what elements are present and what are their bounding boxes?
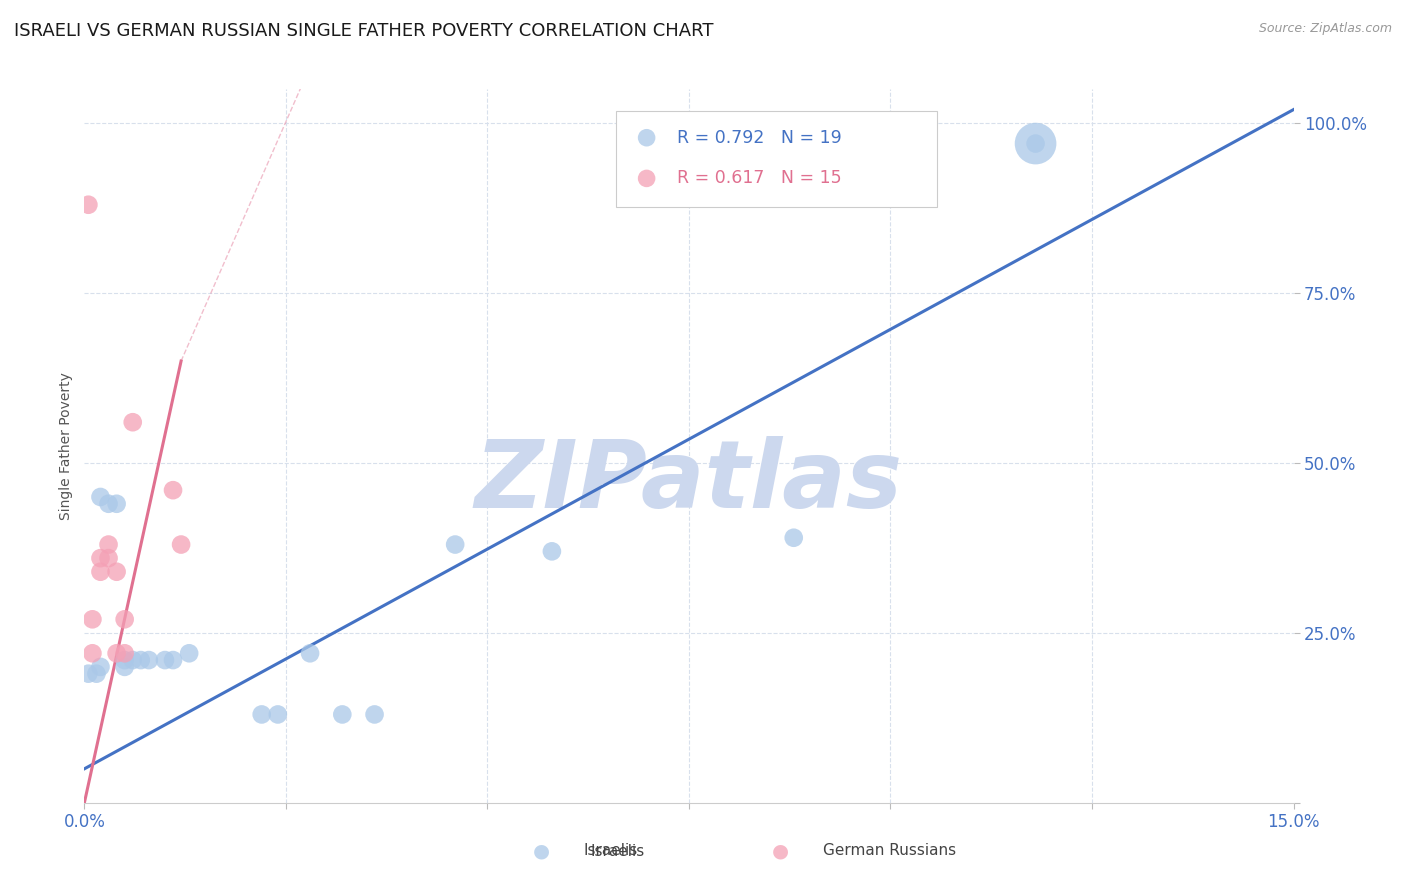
Text: ISRAELI VS GERMAN RUSSIAN SINGLE FATHER POVERTY CORRELATION CHART: ISRAELI VS GERMAN RUSSIAN SINGLE FATHER … xyxy=(14,22,714,40)
Text: R = 0.617   N = 15: R = 0.617 N = 15 xyxy=(676,169,841,187)
Point xyxy=(330,707,353,722)
Text: Source: ZipAtlas.com: Source: ZipAtlas.com xyxy=(1258,22,1392,36)
Text: ●: ● xyxy=(533,841,550,861)
Point xyxy=(162,483,184,498)
Point xyxy=(82,646,104,660)
Point xyxy=(89,660,111,674)
Point xyxy=(363,707,385,722)
Point xyxy=(82,612,104,626)
Point xyxy=(179,646,201,660)
Point xyxy=(170,537,193,551)
Point xyxy=(299,646,322,660)
Point xyxy=(114,653,136,667)
Point xyxy=(129,653,152,667)
Point xyxy=(97,551,120,566)
Point xyxy=(89,565,111,579)
Point xyxy=(86,666,108,681)
Point xyxy=(138,653,160,667)
Text: R = 0.792   N = 19: R = 0.792 N = 19 xyxy=(676,128,842,146)
FancyBboxPatch shape xyxy=(616,111,936,207)
Text: ZIPatlas: ZIPatlas xyxy=(475,435,903,528)
Text: Israelis: Israelis xyxy=(583,844,638,858)
Point xyxy=(97,537,120,551)
Point xyxy=(1025,136,1047,151)
Point xyxy=(89,551,111,566)
Point xyxy=(250,707,273,722)
Text: ●: ● xyxy=(772,841,789,861)
Point xyxy=(541,544,564,558)
Point xyxy=(77,198,100,212)
Point xyxy=(77,666,100,681)
Point xyxy=(89,490,111,504)
Text: Israelis: Israelis xyxy=(591,845,645,859)
Point xyxy=(105,565,128,579)
Point xyxy=(114,612,136,626)
Point xyxy=(97,497,120,511)
Point xyxy=(121,415,143,429)
Point xyxy=(267,707,290,722)
Point xyxy=(783,531,806,545)
Point xyxy=(114,646,136,660)
Point xyxy=(153,653,176,667)
Point xyxy=(114,660,136,674)
Point xyxy=(105,497,128,511)
Point xyxy=(105,646,128,660)
Point xyxy=(444,537,467,551)
Point xyxy=(121,653,143,667)
Point xyxy=(162,653,184,667)
Point xyxy=(1025,136,1047,151)
Text: German Russians: German Russians xyxy=(823,844,956,858)
Y-axis label: Single Father Poverty: Single Father Poverty xyxy=(59,372,73,520)
